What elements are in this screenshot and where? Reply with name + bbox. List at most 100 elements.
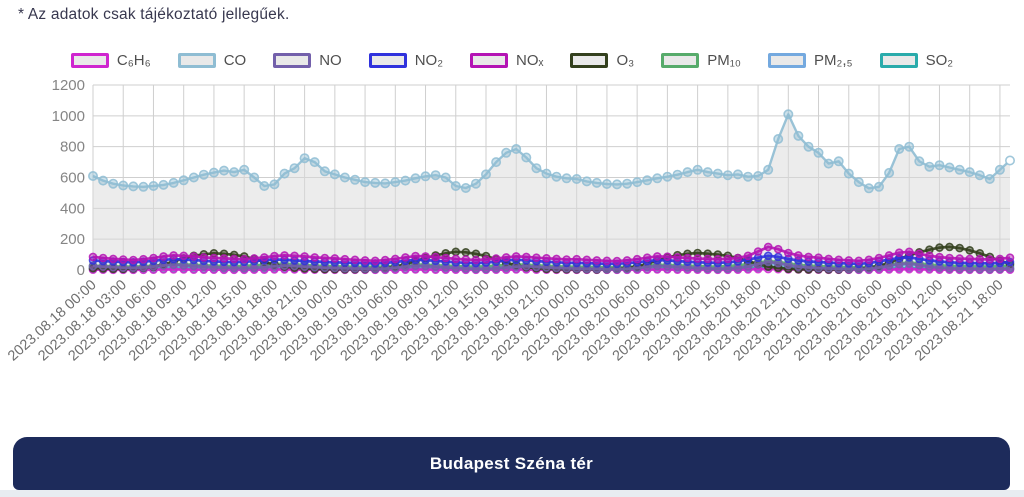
data-point-nox[interactable] <box>753 247 763 256</box>
data-point-no[interactable] <box>683 263 692 272</box>
data-point-co[interactable] <box>672 169 683 180</box>
data-point-co[interactable] <box>843 168 854 179</box>
data-point-no[interactable] <box>874 263 884 272</box>
data-point-no[interactable] <box>330 263 340 273</box>
data-point-nox[interactable] <box>270 251 279 261</box>
data-point-nox[interactable] <box>88 252 98 262</box>
data-point-no[interactable] <box>451 263 461 273</box>
data-point-co[interactable] <box>793 130 804 141</box>
data-point-nox[interactable] <box>652 252 662 261</box>
data-point-co[interactable] <box>873 181 884 192</box>
data-point-no[interactable] <box>280 261 289 270</box>
data-point-nox[interactable] <box>844 256 854 265</box>
data-point-co[interactable] <box>541 168 552 179</box>
data-point-nox[interactable] <box>300 252 309 261</box>
data-point-nox[interactable] <box>894 248 904 257</box>
legend-item-pm25[interactable]: PM₂,₅ <box>768 52 853 69</box>
data-point-o3[interactable] <box>945 242 954 252</box>
data-point-co[interactable] <box>480 169 491 180</box>
data-point-no[interactable] <box>431 262 440 271</box>
data-point-nox[interactable] <box>189 252 199 261</box>
data-point-nox[interactable] <box>501 253 511 262</box>
data-point-nox[interactable] <box>572 254 582 264</box>
data-point-co[interactable] <box>974 170 985 181</box>
data-point-co[interactable] <box>289 163 300 174</box>
data-point-co[interactable] <box>712 168 723 179</box>
data-point-nox[interactable] <box>602 256 612 266</box>
data-point-co[interactable] <box>692 164 703 175</box>
data-point-co[interactable] <box>309 157 320 168</box>
data-point-co[interactable] <box>360 177 371 188</box>
data-point-no[interactable] <box>471 264 481 274</box>
data-point-co[interactable] <box>521 152 532 163</box>
data-point-no[interactable] <box>88 261 98 271</box>
data-point-co[interactable] <box>239 164 250 175</box>
data-point-nox[interactable] <box>703 254 713 264</box>
series-co[interactable] <box>88 109 1015 270</box>
data-point-co[interactable] <box>914 156 925 167</box>
data-point-no[interactable] <box>199 262 209 271</box>
data-point-co[interactable] <box>98 175 109 186</box>
data-point-nox[interactable] <box>824 254 833 264</box>
data-point-nox[interactable] <box>98 253 108 263</box>
data-point-no[interactable] <box>521 262 531 271</box>
data-point-co[interactable] <box>440 172 451 183</box>
data-point-nox[interactable] <box>582 255 592 265</box>
data-point-no[interactable] <box>975 264 985 274</box>
data-point-co[interactable] <box>1004 155 1015 166</box>
data-point-nox[interactable] <box>552 254 561 264</box>
data-point-co[interactable] <box>400 175 411 186</box>
data-point-no[interactable] <box>693 263 702 273</box>
data-point-nox[interactable] <box>955 254 964 263</box>
data-point-nox[interactable] <box>904 247 914 257</box>
data-point-co[interactable] <box>148 181 159 192</box>
data-point-nox[interactable] <box>350 255 360 265</box>
data-point-nox[interactable] <box>763 242 773 252</box>
data-point-co[interactable] <box>450 181 461 192</box>
data-point-o3[interactable] <box>461 248 471 257</box>
data-point-nox[interactable] <box>532 253 541 262</box>
data-point-no[interactable] <box>652 261 662 271</box>
data-point-co[interactable] <box>622 178 633 189</box>
data-point-nox[interactable] <box>108 254 118 264</box>
data-point-o3[interactable] <box>975 249 985 258</box>
data-point-no[interactable] <box>985 264 995 274</box>
data-point-nox[interactable] <box>209 253 219 263</box>
data-point-o3[interactable] <box>935 243 944 252</box>
data-point-co[interactable] <box>88 171 99 182</box>
data-point-nox[interactable] <box>431 252 440 262</box>
data-point-co[interactable] <box>884 167 895 178</box>
data-point-co[interactable] <box>299 153 310 164</box>
data-point-co[interactable] <box>551 171 562 182</box>
data-point-nox[interactable] <box>794 251 803 260</box>
data-point-co[interactable] <box>954 164 965 175</box>
data-point-no[interactable] <box>995 264 1005 274</box>
data-point-co[interactable] <box>128 181 139 192</box>
data-point-no[interactable] <box>663 262 672 271</box>
data-point-nox[interactable] <box>290 251 299 261</box>
data-point-co[interactable] <box>178 175 189 186</box>
data-point-nox[interactable] <box>370 256 380 266</box>
data-point-nox[interactable] <box>622 256 632 265</box>
station-banner[interactable]: Budapest Széna tér <box>13 437 1010 490</box>
data-point-nox[interactable] <box>804 252 813 262</box>
data-point-no[interactable] <box>501 263 511 272</box>
data-point-nox[interactable] <box>360 256 370 265</box>
data-point-nox[interactable] <box>239 254 249 264</box>
data-point-nox[interactable] <box>914 249 924 259</box>
legend-item-pm10[interactable]: PM₁₀ <box>661 52 741 69</box>
data-point-co[interactable] <box>269 179 280 190</box>
data-point-no[interactable] <box>390 263 400 272</box>
data-point-nox[interactable] <box>401 253 410 262</box>
data-point-co[interactable] <box>208 167 219 178</box>
data-point-co[interactable] <box>571 174 582 185</box>
data-point-no[interactable] <box>139 263 148 272</box>
data-point-co[interactable] <box>632 177 643 188</box>
data-point-nox[interactable] <box>834 255 844 265</box>
data-point-co[interactable] <box>219 165 230 176</box>
data-point-nox[interactable] <box>169 251 178 260</box>
data-point-no[interactable] <box>118 263 128 272</box>
data-point-o3[interactable] <box>955 243 964 253</box>
data-point-co[interactable] <box>420 171 431 182</box>
data-point-nox[interactable] <box>713 254 723 264</box>
